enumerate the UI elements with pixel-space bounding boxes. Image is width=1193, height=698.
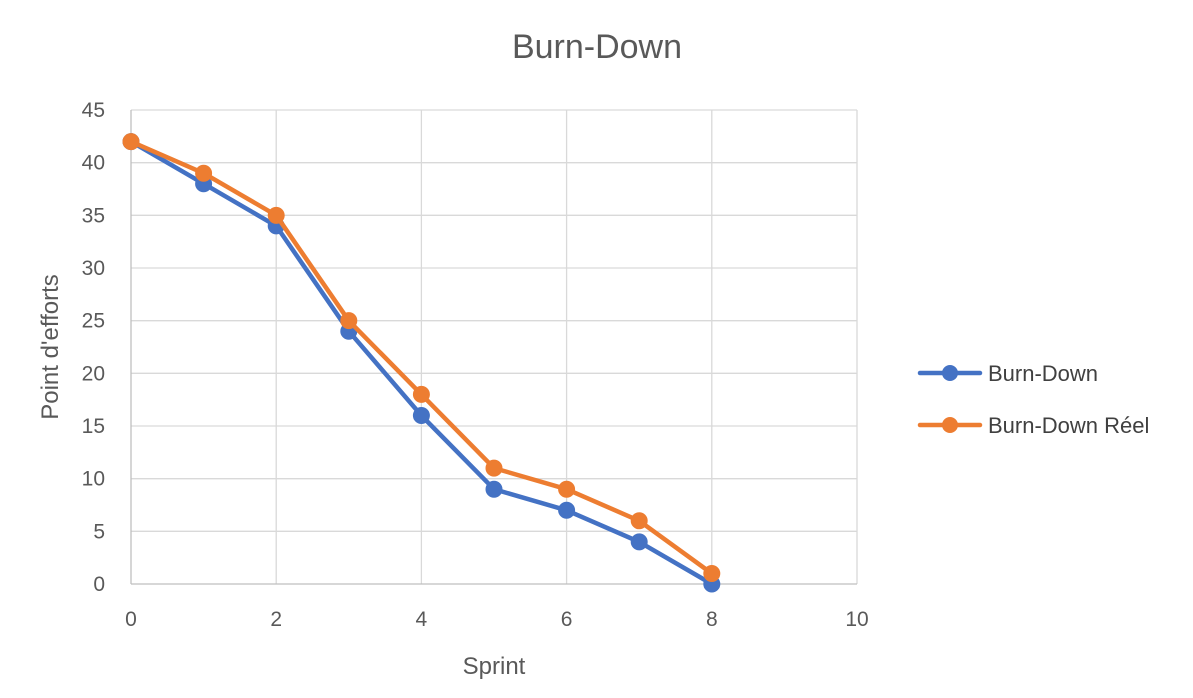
chart-title: Burn-Down	[512, 28, 682, 66]
x-tick-label: 2	[270, 608, 282, 631]
legend-marker	[942, 365, 958, 381]
grid-lines	[131, 109, 858, 584]
data-point[interactable]	[122, 133, 140, 151]
y-tick-label: 0	[93, 573, 105, 596]
tick-labels: 0 5 10 15 20 25 30 35 40 45 0 2 4 6 8 10	[82, 99, 869, 631]
data-point[interactable]	[267, 206, 285, 224]
y-tick-label: 30	[82, 257, 105, 280]
legend[interactable]: Burn-Down Burn-Down Réel	[917, 361, 1149, 438]
data-point[interactable]	[558, 480, 576, 498]
data-point[interactable]	[485, 459, 503, 477]
data-point[interactable]	[558, 501, 576, 519]
data-point[interactable]	[195, 164, 213, 182]
y-tick-label: 15	[82, 415, 105, 438]
legend-item-0[interactable]: Burn-Down	[917, 361, 1098, 386]
x-tick-label: 4	[416, 608, 428, 631]
data-point[interactable]	[485, 480, 503, 498]
y-tick-label: 5	[93, 520, 105, 543]
y-tick-label: 20	[82, 362, 105, 385]
series-1	[122, 133, 721, 582]
y-tick-label: 25	[82, 310, 105, 333]
series	[122, 133, 721, 593]
data-point[interactable]	[412, 385, 430, 403]
legend-marker	[942, 417, 958, 433]
data-point[interactable]	[630, 533, 648, 551]
y-axis-label: Point d'efforts	[37, 274, 64, 420]
y-tick-label: 45	[82, 99, 105, 122]
x-axis-label: Sprint	[463, 653, 526, 680]
x-tick-label: 6	[561, 608, 573, 631]
y-tick-label: 10	[82, 468, 105, 491]
y-tick-label: 40	[82, 152, 105, 175]
x-tick-label: 0	[125, 608, 137, 631]
legend-label: Burn-Down	[988, 361, 1098, 386]
data-point[interactable]	[703, 564, 721, 582]
x-tick-label: 10	[845, 608, 868, 631]
axes	[130, 110, 857, 585]
data-point[interactable]	[340, 312, 358, 330]
y-tick-label: 35	[82, 204, 105, 227]
legend-label: Burn-Down Réel	[988, 413, 1149, 438]
data-point[interactable]	[412, 406, 430, 424]
x-tick-label: 8	[706, 608, 718, 631]
legend-item-1[interactable]: Burn-Down Réel	[917, 413, 1149, 438]
data-point[interactable]	[630, 512, 648, 530]
